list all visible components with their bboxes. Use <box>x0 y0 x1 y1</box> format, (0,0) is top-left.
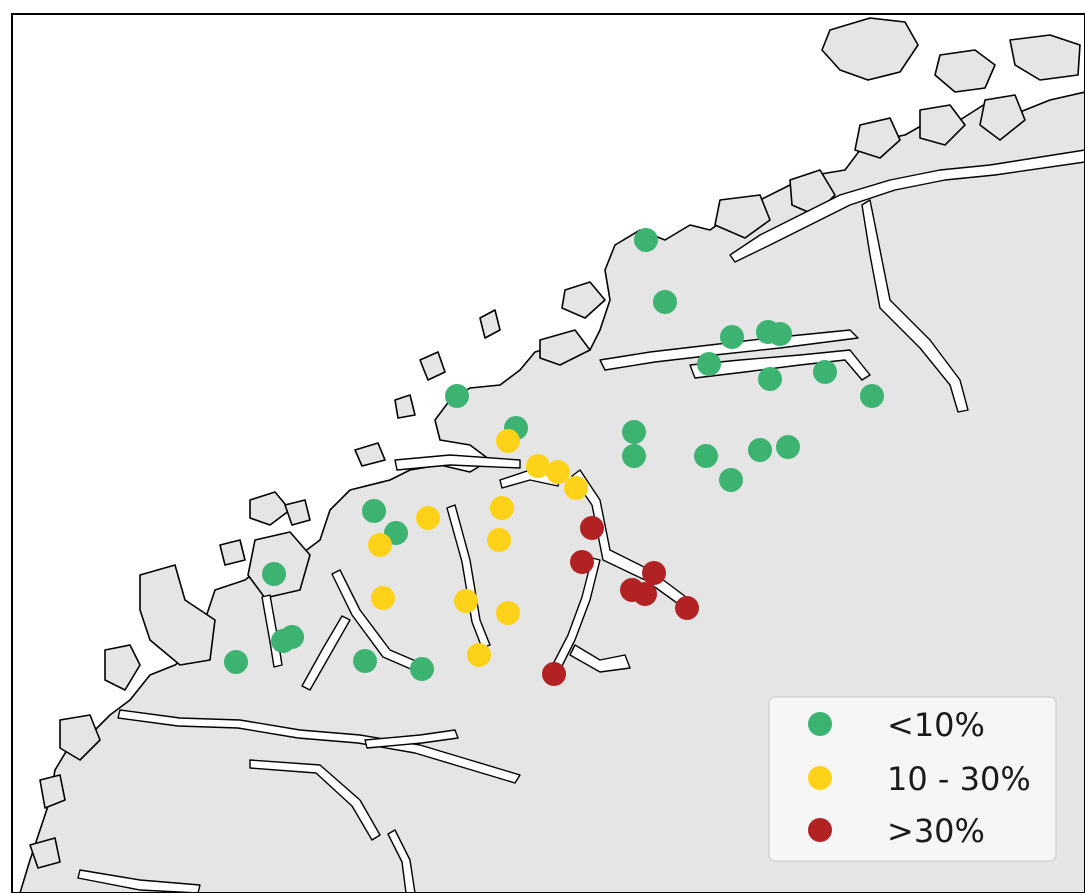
island <box>934 49 996 93</box>
island <box>249 491 291 526</box>
station-point-low <box>445 384 469 408</box>
station-point-low <box>860 384 884 408</box>
fjord <box>599 329 859 371</box>
fjord <box>77 869 201 893</box>
island <box>539 329 591 366</box>
station-point-low <box>768 322 792 346</box>
station-point-mid <box>496 429 520 453</box>
island <box>714 194 771 239</box>
station-point-mid <box>467 643 491 667</box>
station-point-mid <box>487 528 511 552</box>
legend-label-mid: 10 - 30% <box>887 760 1031 798</box>
station-point-low <box>622 420 646 444</box>
station-point-high <box>675 596 699 620</box>
island <box>821 17 919 81</box>
fjord <box>387 829 416 893</box>
island <box>1009 34 1081 81</box>
station-point-low <box>622 444 646 468</box>
island <box>479 309 501 339</box>
legend-box <box>768 696 1057 862</box>
fjord <box>249 759 381 841</box>
station-point-high <box>633 582 657 606</box>
station-point-low <box>813 360 837 384</box>
island <box>419 351 446 381</box>
station-points <box>224 228 884 686</box>
fjord <box>117 709 521 784</box>
map-border <box>11 13 1085 893</box>
station-point-mid <box>371 586 395 610</box>
station-point-low <box>720 325 744 349</box>
station-point-mid <box>564 476 588 500</box>
fjord <box>861 199 969 413</box>
island <box>979 94 1026 141</box>
station-point-low <box>758 367 782 391</box>
station-point-low <box>653 290 677 314</box>
island <box>104 644 141 691</box>
fjord <box>364 729 459 749</box>
island <box>394 394 416 419</box>
station-point-low <box>224 650 248 674</box>
fjord <box>301 615 351 691</box>
island <box>919 104 966 146</box>
station-point-low <box>353 649 377 673</box>
island <box>39 774 66 809</box>
island <box>219 539 246 566</box>
station-point-high <box>570 550 594 574</box>
fjord <box>569 644 631 673</box>
island <box>561 281 606 319</box>
station-point-mid <box>496 601 520 625</box>
station-point-low <box>634 228 658 252</box>
fjord <box>689 349 871 381</box>
island <box>854 117 901 159</box>
station-point-low <box>697 352 721 376</box>
station-point-mid <box>526 454 550 478</box>
station-point-low <box>262 562 286 586</box>
station-point-high <box>580 516 604 540</box>
fjord <box>729 149 1085 263</box>
legend-label-low: <10% <box>887 706 985 744</box>
station-point-low <box>280 625 304 649</box>
station-point-high <box>642 561 666 585</box>
station-point-low <box>410 657 434 681</box>
station-point-low <box>719 468 743 492</box>
mainland <box>19 91 1085 893</box>
legend-swatch-mid <box>808 766 832 790</box>
island <box>139 564 216 666</box>
legend-label-high: >30% <box>887 812 985 850</box>
station-point-low <box>776 435 800 459</box>
legend-swatch-low <box>808 712 832 736</box>
station-point-low <box>694 444 718 468</box>
station-point-mid <box>454 589 478 613</box>
station-point-low <box>362 499 386 523</box>
legend-swatch-high <box>808 818 832 842</box>
island <box>29 837 61 869</box>
station-point-mid <box>368 533 392 557</box>
station-point-low <box>748 438 772 462</box>
island <box>59 714 101 761</box>
station-point-mid <box>546 460 570 484</box>
island <box>354 442 386 467</box>
station-point-mid <box>490 496 514 520</box>
station-point-mid <box>416 506 440 530</box>
island <box>284 499 311 526</box>
fjord <box>394 454 521 471</box>
legend: <10% 10 - 30% >30% <box>768 696 1057 862</box>
station-point-high <box>542 662 566 686</box>
